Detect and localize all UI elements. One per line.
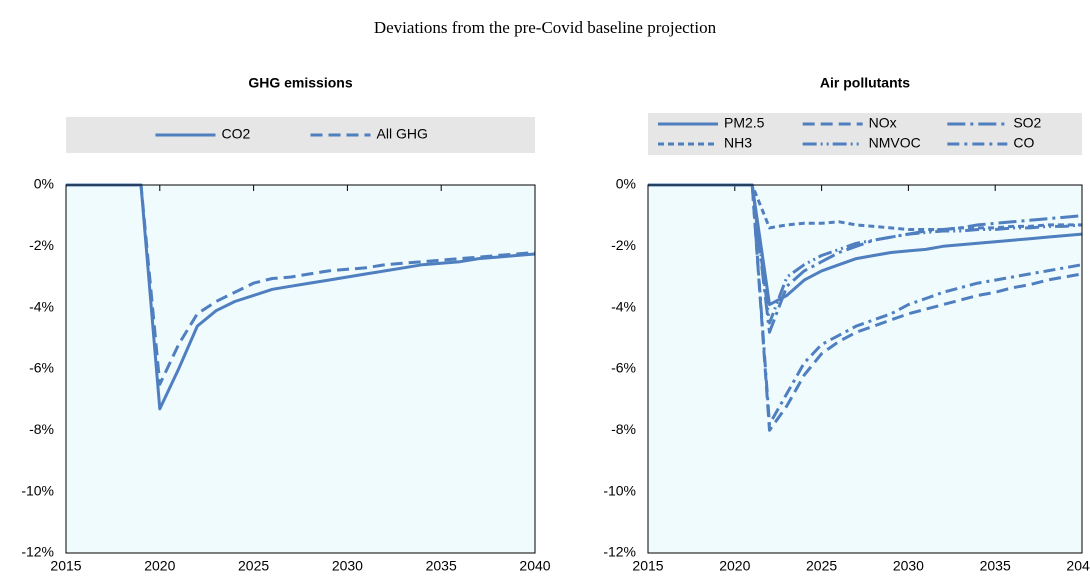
legend-label: NOx	[869, 115, 897, 131]
plot-frame	[65, 184, 536, 554]
legend-box	[66, 117, 535, 153]
figure-title: Deviations from the pre-Covid baseline p…	[374, 18, 717, 37]
x-tick-label: 2025	[238, 558, 269, 574]
y-tick-label: -12%	[603, 544, 636, 560]
y-tick-label: -12%	[21, 544, 54, 560]
y-tick-label: -8%	[611, 421, 636, 437]
legend-label: NH3	[724, 135, 752, 151]
x-tick-label: 2035	[426, 558, 457, 574]
panel-title: Air pollutants	[820, 75, 910, 91]
y-tick-label: -10%	[21, 482, 54, 498]
x-tick-label: 2040	[519, 558, 550, 574]
x-tick-label: 2040	[1066, 558, 1090, 574]
legend-box	[648, 113, 1082, 155]
plot-frame	[647, 184, 1083, 554]
y-tick-label: -2%	[29, 237, 54, 253]
plot-background	[648, 185, 1082, 553]
y-tick-label: -4%	[611, 298, 636, 314]
x-tick-label: 2015	[50, 558, 81, 574]
y-tick-label: -6%	[611, 360, 636, 376]
y-tick-label: -6%	[29, 360, 54, 376]
x-tick-label: 2015	[632, 558, 663, 574]
y-tick-label: -2%	[611, 237, 636, 253]
x-tick-label: 2020	[144, 558, 175, 574]
y-tick-label: -4%	[29, 298, 54, 314]
legend-label: CO	[1013, 135, 1034, 151]
legend-label: NMVOC	[869, 135, 921, 151]
x-tick-label: 2030	[893, 558, 924, 574]
y-tick-label: 0%	[34, 176, 54, 192]
x-tick-label: 2035	[980, 558, 1011, 574]
series-line	[66, 183, 536, 386]
x-tick-label: 2025	[806, 558, 837, 574]
legend-label: All GHG	[377, 126, 428, 142]
x-tick-label: 2030	[332, 558, 363, 574]
legend-label: CO2	[222, 126, 251, 142]
legend-label: SO2	[1013, 115, 1041, 131]
legend-label: PM2.5	[724, 115, 765, 131]
plot-background	[66, 185, 535, 553]
y-tick-label: -8%	[29, 421, 54, 437]
y-tick-label: -10%	[603, 482, 636, 498]
x-tick-label: 2020	[719, 558, 750, 574]
y-tick-label: 0%	[616, 176, 636, 192]
panel-title: GHG emissions	[248, 75, 352, 91]
